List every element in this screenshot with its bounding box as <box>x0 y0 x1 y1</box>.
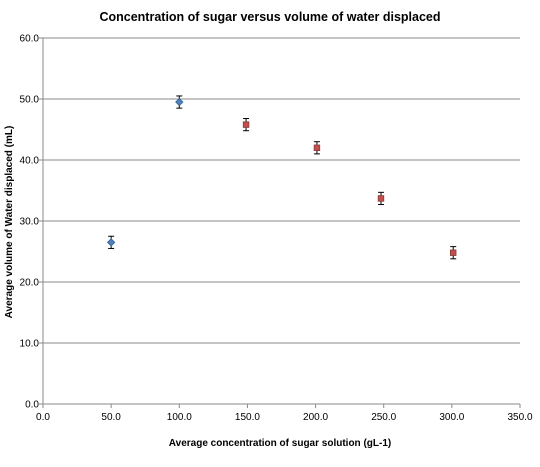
x-tick-label: 50.0 <box>101 412 121 423</box>
y-axis-title: Average volume of Water displaced (mL) <box>4 126 15 319</box>
gridlines <box>43 37 520 344</box>
y-tick-label: 60.0 <box>20 34 40 45</box>
x-tick-label: 100.0 <box>167 412 192 423</box>
data-point <box>242 121 250 128</box>
y-tick-label: 50.0 <box>20 95 40 106</box>
data-point <box>450 249 457 256</box>
x-tick-label: 300.0 <box>439 412 464 423</box>
x-axis-title: Average concentration of sugar solution … <box>169 438 391 449</box>
chart-title: Concentration of sugar versus volume of … <box>99 10 440 24</box>
x-tick-label: 150.0 <box>235 412 260 423</box>
data-point <box>377 195 385 202</box>
data-point <box>106 238 116 247</box>
axes <box>39 37 521 408</box>
y-tick-label: 20.0 <box>20 278 40 289</box>
data-point <box>175 97 184 107</box>
x-tick-label: 250.0 <box>371 412 396 423</box>
x-tick-label: 350.0 <box>507 412 532 423</box>
y-tick-label: 10.0 <box>20 339 40 350</box>
tick-labels: 0.0 10.0 20.0 30.0 40.0 50.0 60.0 0.0 50.0 100.0 1… <box>20 34 533 424</box>
x-tick-label: 200.0 <box>303 412 328 423</box>
y-tick-label: 30.0 <box>20 217 40 228</box>
x-tick-label: 0.0 <box>36 412 50 423</box>
y-tick-label: 0.0 <box>25 400 39 411</box>
data-points <box>106 95 457 260</box>
data-point <box>313 144 321 151</box>
y-tick-label: 40.0 <box>20 156 40 167</box>
